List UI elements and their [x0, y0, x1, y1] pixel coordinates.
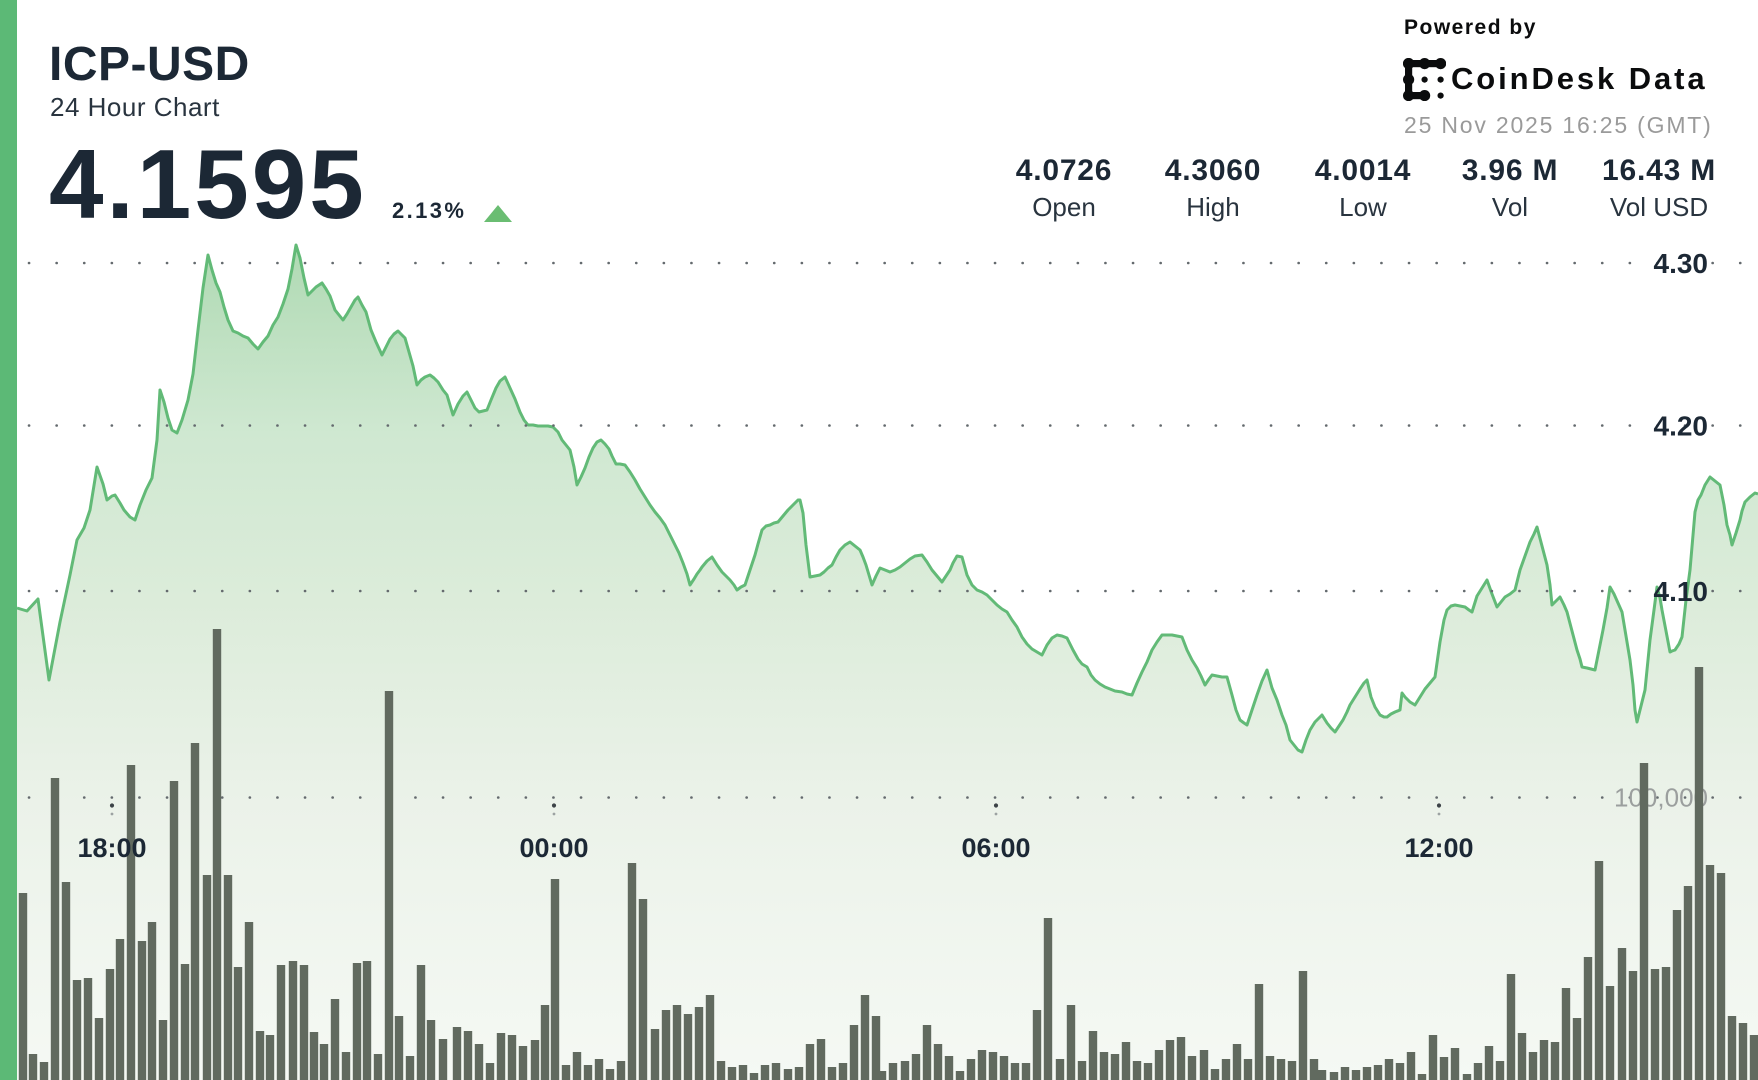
svg-text:00:00: 00:00: [519, 833, 588, 863]
svg-text:100,000: 100,000: [1614, 783, 1708, 813]
svg-text:4.30: 4.30: [1654, 248, 1709, 279]
svg-text:06:00: 06:00: [961, 833, 1030, 863]
svg-text:4.10: 4.10: [1654, 576, 1709, 607]
svg-text:12:00: 12:00: [1404, 833, 1473, 863]
svg-text:18:00: 18:00: [77, 833, 146, 863]
svg-text:4.20: 4.20: [1654, 411, 1709, 442]
